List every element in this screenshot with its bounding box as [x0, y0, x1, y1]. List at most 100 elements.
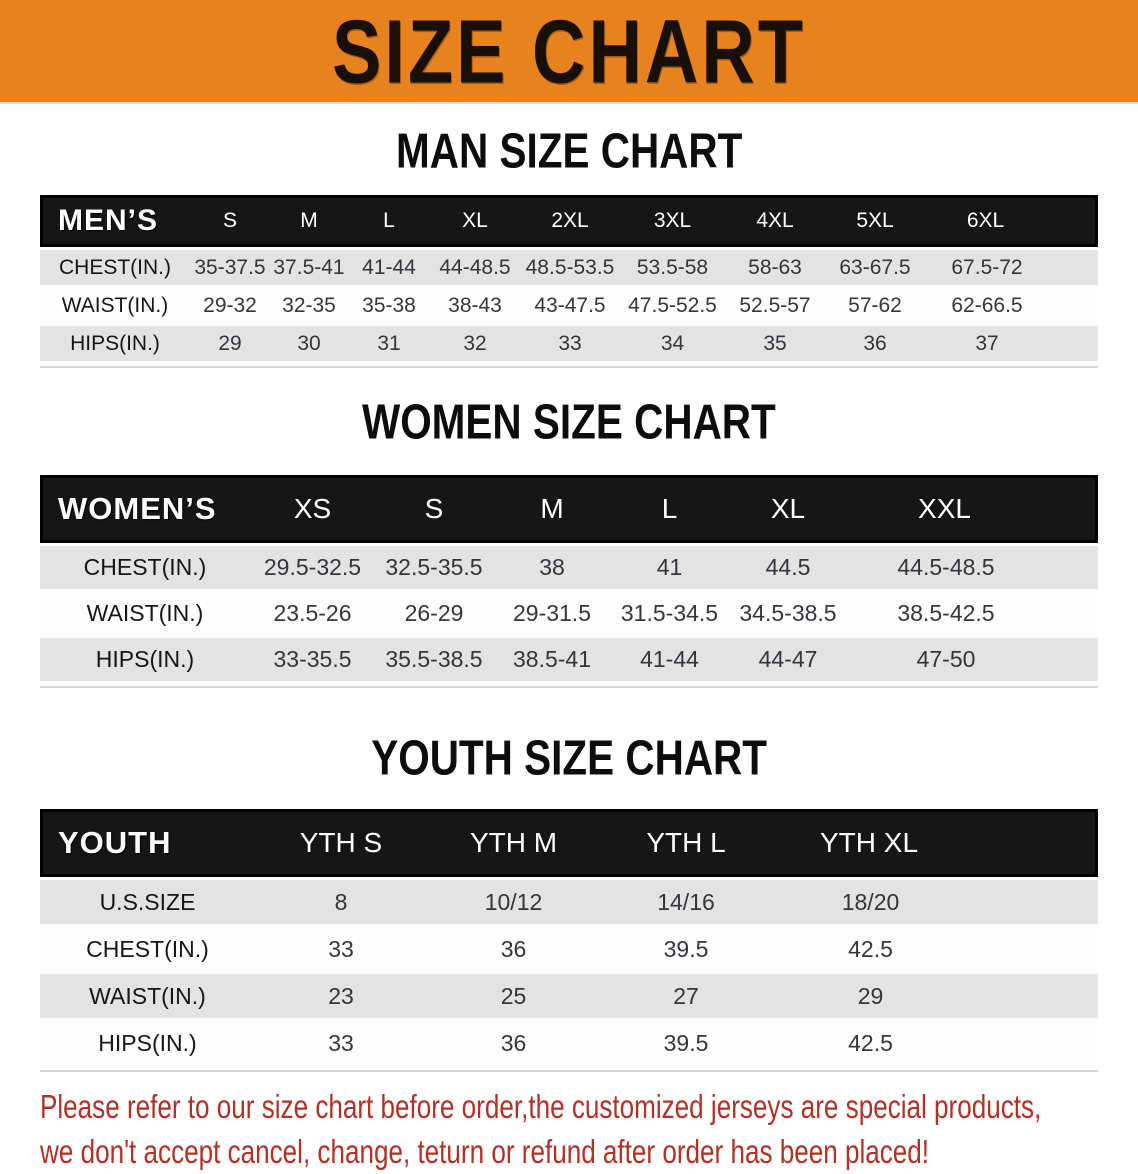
size-column-header: 4XL	[725, 195, 825, 247]
size-value: 39.5	[600, 1021, 772, 1065]
size-value: 38.5-42.5	[848, 592, 1098, 635]
size-value: 31.5-34.5	[611, 592, 728, 635]
size-value: 34.5-38.5	[728, 592, 848, 635]
row-label: CHEST(IN.)	[40, 250, 190, 285]
size-value: 35.5-38.5	[375, 638, 493, 681]
measurement-row: HIPS(IN.) 33 36 39.5 42.5	[40, 1021, 1098, 1065]
size-column-header: M	[270, 195, 348, 247]
size-value: 34	[620, 326, 725, 361]
size-value: 32.5-35.5	[375, 546, 493, 589]
size-value: 33	[255, 927, 427, 971]
measurement-row: U.S.SIZE 8 10/12 14/16 18/20	[40, 880, 1098, 924]
size-column-header: YTH XL	[772, 809, 1098, 877]
men-table-divider	[40, 366, 1098, 368]
size-value: 33-35.5	[250, 638, 375, 681]
size-value: 30	[270, 326, 348, 361]
size-value: 14/16	[600, 880, 772, 924]
banner: SIZE CHART	[0, 0, 1138, 104]
size-value: 29.5-32.5	[250, 546, 375, 589]
size-value: 44.5	[728, 546, 848, 589]
size-value: 44-48.5	[430, 250, 520, 285]
size-column-header: L	[611, 475, 728, 543]
table-header-label: WOMEN’S	[40, 475, 250, 543]
size-value: 27	[600, 974, 772, 1018]
size-column-header: S	[190, 195, 270, 247]
size-value: 23	[255, 974, 427, 1018]
row-label: U.S.SIZE	[40, 880, 255, 924]
size-value: 43-47.5	[520, 288, 620, 323]
size-value: 35	[725, 326, 825, 361]
men-size-table: MEN’S S M L XL 2XL 3XL 4XL 5XL 6XL CHEST(IN.) 35-3…	[40, 192, 1098, 364]
size-value: 44-47	[728, 638, 848, 681]
row-label: WAIST(IN.)	[40, 974, 255, 1018]
women-section-heading: WOMEN SIZE CHART	[0, 395, 1138, 450]
measurement-row: CHEST(IN.) 33 36 39.5 42.5	[40, 927, 1098, 971]
row-label: HIPS(IN.)	[40, 1021, 255, 1065]
measurement-row: WAIST(IN.) 23.5-26 26-29 29-31.5 31.5-34.5 34…	[40, 592, 1098, 635]
footer-note-line1: Please refer to our size chart before or…	[40, 1088, 1042, 1125]
measurement-row: WAIST(IN.) 23 25 27 29	[40, 974, 1098, 1018]
size-value: 58-63	[725, 250, 825, 285]
row-label: CHEST(IN.)	[40, 546, 250, 589]
size-value: 23.5-26	[250, 592, 375, 635]
youth-table-header-row: YOUTH YTH S YTH M YTH L YTH XL	[40, 809, 1098, 877]
size-value: 29	[190, 326, 270, 361]
size-value: 52.5-57	[725, 288, 825, 323]
measurement-row: HIPS(IN.) 29 30 31 32 33 34 35 36 37	[40, 326, 1098, 361]
size-value: 32-35	[270, 288, 348, 323]
size-value: 38.5-41	[493, 638, 611, 681]
section-men: MAN SIZE CHART MEN’S S M L XL 2XL 3XL 4XL 5XL 6XL…	[0, 124, 1138, 368]
footer-note: Please refer to our size chart before or…	[40, 1084, 1138, 1174]
size-column-header: L	[348, 195, 430, 247]
size-value: 36	[825, 326, 925, 361]
size-value: 53.5-58	[620, 250, 725, 285]
size-column-header: XXL	[848, 475, 1098, 543]
size-value: 31	[348, 326, 430, 361]
size-value: 67.5-72	[925, 250, 1098, 285]
women-size-table: WOMEN’S XS S M L XL XXL CHEST(IN.) 29.5-32.5 32.…	[40, 472, 1098, 684]
size-column-header: 3XL	[620, 195, 725, 247]
size-value: 38	[493, 546, 611, 589]
size-value: 44.5-48.5	[848, 546, 1098, 589]
section-women: WOMEN SIZE CHART WOMEN’S XS S M L XL XXL CHEST…	[0, 395, 1138, 688]
row-label: HIPS(IN.)	[40, 326, 190, 361]
size-column-header: 6XL	[925, 195, 1098, 247]
size-value: 47-50	[848, 638, 1098, 681]
size-value: 36	[427, 1021, 600, 1065]
footer-note-line2: we don't accept cancel, change, teturn o…	[40, 1133, 930, 1170]
youth-table-divider	[40, 1070, 1098, 1072]
measurement-row: WAIST(IN.) 29-32 32-35 35-38 38-43 43-47.5 47.…	[40, 288, 1098, 323]
size-value: 26-29	[375, 592, 493, 635]
banner-title: SIZE CHART	[332, 0, 806, 102]
row-label: WAIST(IN.)	[40, 592, 250, 635]
size-value: 62-66.5	[925, 288, 1098, 323]
measurement-row: CHEST(IN.) 29.5-32.5 32.5-35.5 38 41 44.5 44.5…	[40, 546, 1098, 589]
row-label: CHEST(IN.)	[40, 927, 255, 971]
measurement-row: HIPS(IN.) 33-35.5 35.5-38.5 38.5-41 41-44 44-…	[40, 638, 1098, 681]
size-value: 39.5	[600, 927, 772, 971]
men-section-heading-text: MAN SIZE CHART	[395, 124, 743, 179]
size-column-header: YTH L	[600, 809, 772, 877]
size-column-header: 5XL	[825, 195, 925, 247]
size-column-header: 2XL	[520, 195, 620, 247]
women-table-header-row: WOMEN’S XS S M L XL XXL	[40, 475, 1098, 543]
size-column-header: XS	[250, 475, 375, 543]
women-table-divider	[40, 686, 1098, 688]
size-value: 37.5-41	[270, 250, 348, 285]
size-value: 10/12	[427, 880, 600, 924]
size-value: 47.5-52.5	[620, 288, 725, 323]
size-value: 29-32	[190, 288, 270, 323]
size-value: 48.5-53.5	[520, 250, 620, 285]
size-column-header: YTH M	[427, 809, 600, 877]
row-label: WAIST(IN.)	[40, 288, 190, 323]
men-table-header-row: MEN’S S M L XL 2XL 3XL 4XL 5XL 6XL	[40, 195, 1098, 247]
size-value: 35-37.5	[190, 250, 270, 285]
size-value: 36	[427, 927, 600, 971]
size-value: 41	[611, 546, 728, 589]
youth-section-heading-text: YOUTH SIZE CHART	[371, 731, 767, 786]
size-value: 18/20	[772, 880, 1098, 924]
size-value: 57-62	[825, 288, 925, 323]
size-value: 41-44	[348, 250, 430, 285]
youth-section-heading: YOUTH SIZE CHART	[0, 731, 1138, 786]
